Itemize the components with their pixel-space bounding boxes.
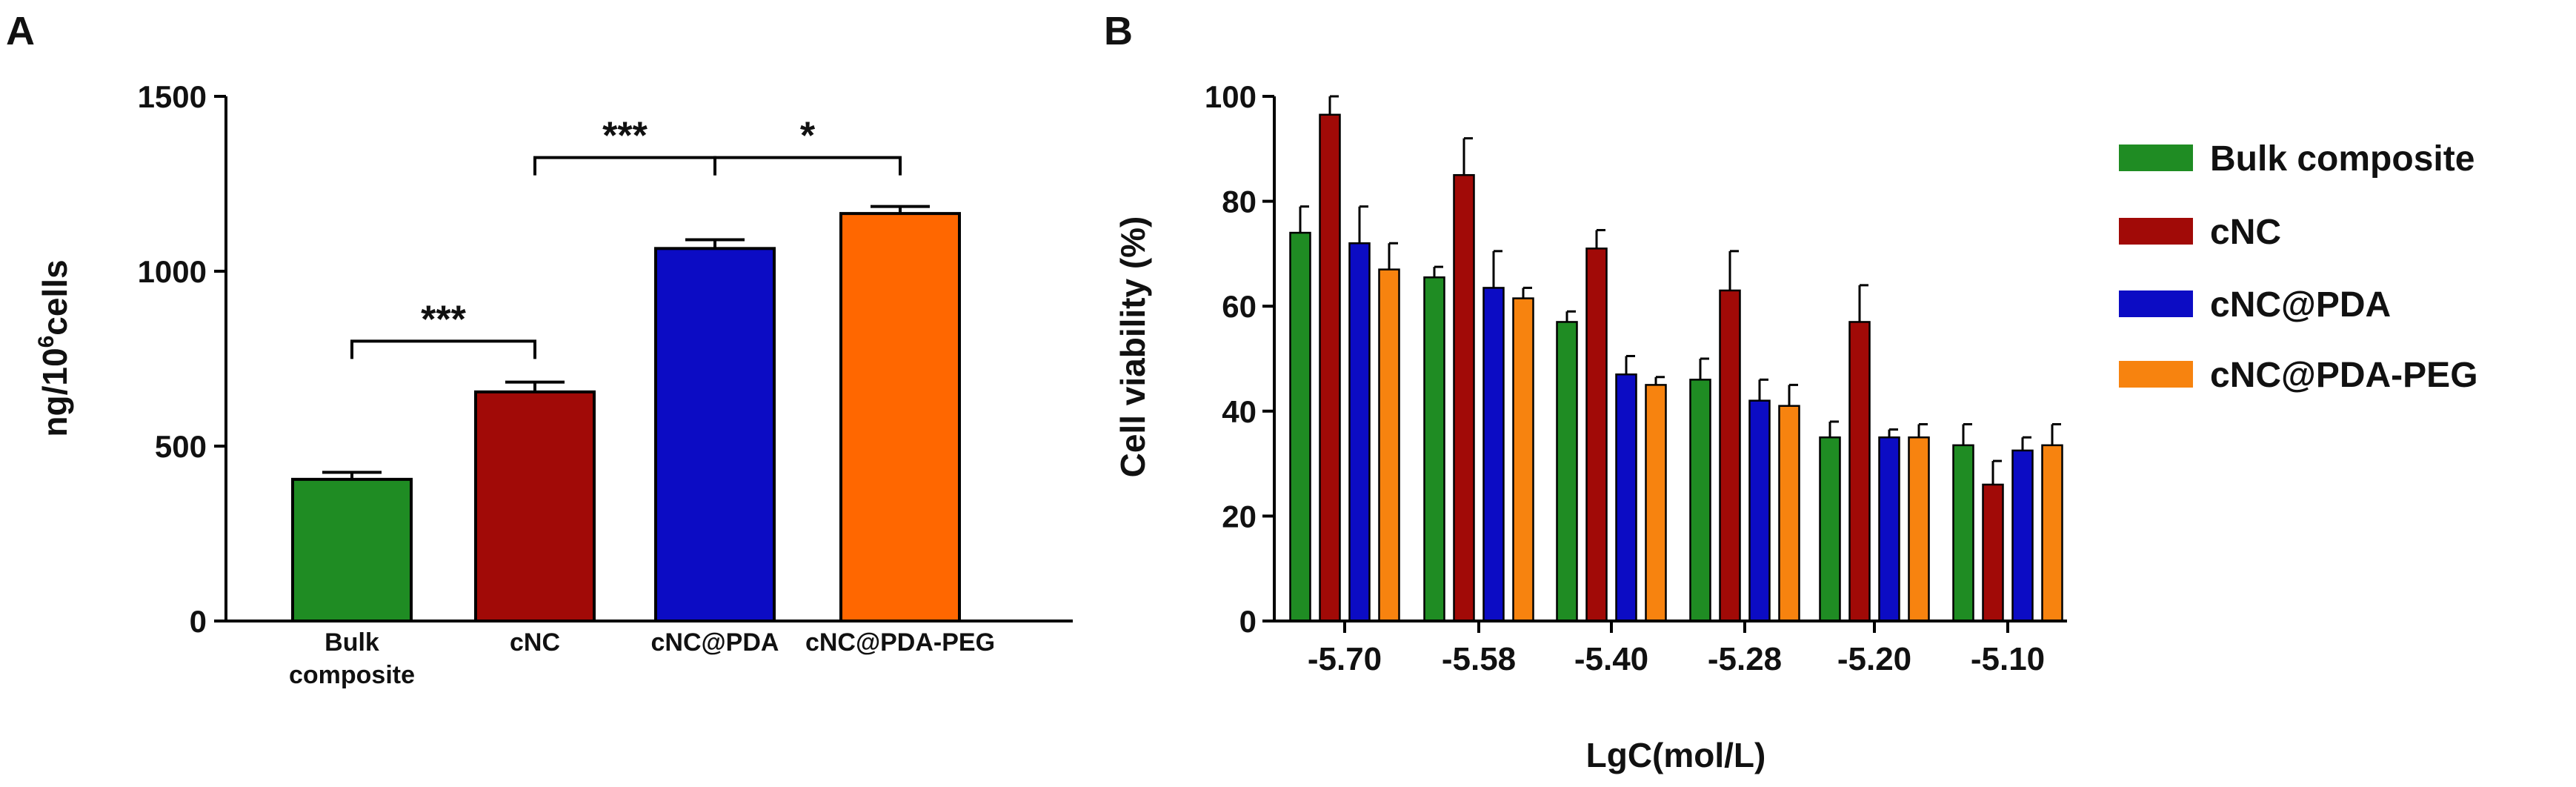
significance-label-2: * <box>800 115 816 158</box>
significance-label-1: *** <box>602 115 648 158</box>
bar-s1-c3 <box>1719 289 1741 622</box>
bar-s1-c0 <box>1319 113 1341 622</box>
bar-0 <box>291 477 413 623</box>
y-tick-label-1: 500 <box>155 429 207 464</box>
bar-s0-c3 <box>1689 379 1711 622</box>
x-tick-label-3-line1: cNC@PDA-PEG <box>805 628 995 657</box>
y-title-tail: cells <box>36 259 74 335</box>
bar-s0-c2 <box>1556 321 1578 622</box>
legend-swatch-3 <box>2119 361 2193 388</box>
y-tick-label-2: 1000 <box>138 254 207 289</box>
legend: Bulk composite cNC cNC@PDA cNC@PDA-PEG <box>2119 139 2478 395</box>
legend-swatch-2 <box>2119 290 2193 317</box>
x-tick-label-5: -5.10 <box>1971 641 2045 677</box>
x-tick-label-1-line1: cNC <box>510 628 560 657</box>
y-tick-label-4: 80 <box>1222 185 1257 219</box>
bar-3 <box>839 212 961 622</box>
panel-b-y-axis-title: Cell viability (%) <box>1114 216 1152 478</box>
bar-s2-c3 <box>1748 399 1771 622</box>
bar-s0-c0 <box>1289 231 1311 622</box>
bar-s2-c2 <box>1615 373 1637 622</box>
panel-b-x-axis-title: LgC(mol/L) <box>1586 736 1766 774</box>
x-tick-label-1: -5.58 <box>1442 641 1516 677</box>
x-tick-label-0: -5.70 <box>1308 641 1382 677</box>
legend-label-2: cNC@PDA <box>2210 285 2391 325</box>
significance-bracket-0 <box>350 339 536 359</box>
x-tick-label-0-line1: Bulk <box>325 628 379 657</box>
y-tick-label-0: 0 <box>1239 604 1257 639</box>
y-tick-label-5: 100 <box>1205 79 1257 114</box>
significance-label-0: *** <box>421 298 466 341</box>
y-title-superscript: 6 <box>34 336 59 348</box>
bar-s3-c0 <box>1378 268 1400 622</box>
bar-s3-c5 <box>2041 444 2063 622</box>
bar-s0-c4 <box>1819 436 1841 622</box>
bar-s3-c3 <box>1778 405 1800 622</box>
bar-s1-c4 <box>1848 321 1871 622</box>
y-tick-label-3: 1500 <box>138 79 207 114</box>
legend-label-3: cNC@PDA-PEG <box>2210 356 2478 395</box>
x-tick-label-2-line1: cNC@PDA <box>651 628 779 657</box>
bar-s3-c1 <box>1512 297 1534 622</box>
bar-s2-c0 <box>1348 242 1371 622</box>
x-tick-label-2: -5.40 <box>1574 641 1648 677</box>
bar-s3-c4 <box>1908 436 1930 622</box>
bar-s1-c1 <box>1453 173 1475 622</box>
x-tick-label-4: -5.20 <box>1837 641 1911 677</box>
bar-s2-c1 <box>1482 287 1505 622</box>
x-tick-label-3: -5.28 <box>1708 641 1782 677</box>
bar-2 <box>654 247 776 622</box>
y-title-main: ng/10 <box>36 348 74 436</box>
panel-a-label: A <box>6 9 35 53</box>
y-tick-label-1: 20 <box>1222 499 1257 534</box>
bar-1 <box>474 390 596 623</box>
y-tick-label-3: 60 <box>1222 289 1257 324</box>
x-tick-label-0-line2: composite <box>289 661 415 689</box>
y-tick-label-2: 40 <box>1222 394 1257 429</box>
bar-s0-c5 <box>1952 444 1974 622</box>
significance-bracket-1 <box>533 156 716 176</box>
bar-s1-c5 <box>1982 483 2004 622</box>
legend-label-0: Bulk composite <box>2210 139 2475 179</box>
legend-swatch-0 <box>2119 145 2193 171</box>
panel-b-bar-chart: B Cell viability (%) LgC(mol/L) 0 20 40 60 8… <box>1104 9 2478 774</box>
bar-s0-c1 <box>1423 276 1445 622</box>
y-tick-label-0: 0 <box>190 604 207 639</box>
panel-a-y-axis-title: ng/106cells <box>34 259 74 436</box>
bar-s2-c4 <box>1878 436 1900 622</box>
legend-label-1: cNC <box>2210 213 2281 252</box>
bar-s2-c5 <box>2011 449 2034 622</box>
bar-s3-c2 <box>1645 384 1667 622</box>
panel-b-label: B <box>1104 9 1133 53</box>
bar-s1-c2 <box>1585 248 1608 622</box>
significance-bracket-2 <box>713 156 902 176</box>
legend-swatch-1 <box>2119 218 2193 245</box>
